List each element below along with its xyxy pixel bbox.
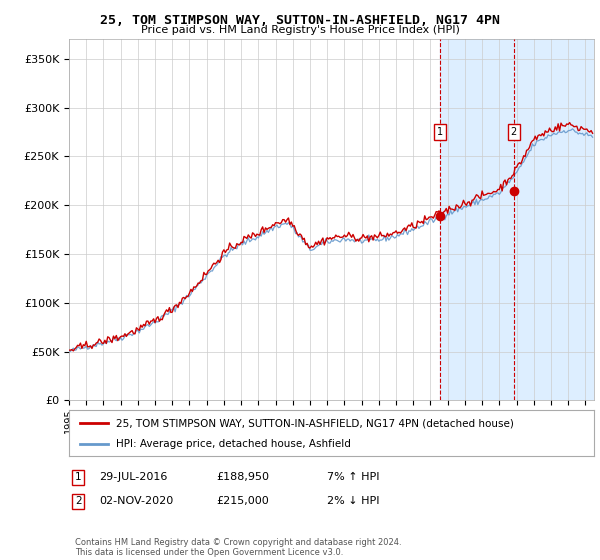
Text: 25, TOM STIMPSON WAY, SUTTON-IN-ASHFIELD, NG17 4PN (detached house): 25, TOM STIMPSON WAY, SUTTON-IN-ASHFIELD… — [116, 418, 514, 428]
Text: £215,000: £215,000 — [216, 496, 269, 506]
Text: £188,950: £188,950 — [216, 472, 269, 482]
Text: 1: 1 — [75, 472, 82, 482]
Text: 1: 1 — [437, 127, 443, 137]
Text: HPI: Average price, detached house, Ashfield: HPI: Average price, detached house, Ashf… — [116, 438, 351, 449]
Text: Contains HM Land Registry data © Crown copyright and database right 2024.
This d: Contains HM Land Registry data © Crown c… — [75, 538, 401, 557]
Text: 2% ↓ HPI: 2% ↓ HPI — [327, 496, 380, 506]
Text: 2: 2 — [75, 496, 82, 506]
Text: Price paid vs. HM Land Registry's House Price Index (HPI): Price paid vs. HM Land Registry's House … — [140, 25, 460, 35]
Text: 7% ↑ HPI: 7% ↑ HPI — [327, 472, 380, 482]
Bar — [440, 39, 600, 400]
Text: 02-NOV-2020: 02-NOV-2020 — [99, 496, 173, 506]
Text: 2: 2 — [511, 127, 517, 137]
Text: 25, TOM STIMPSON WAY, SUTTON-IN-ASHFIELD, NG17 4PN: 25, TOM STIMPSON WAY, SUTTON-IN-ASHFIELD… — [100, 14, 500, 27]
Text: 29-JUL-2016: 29-JUL-2016 — [99, 472, 167, 482]
